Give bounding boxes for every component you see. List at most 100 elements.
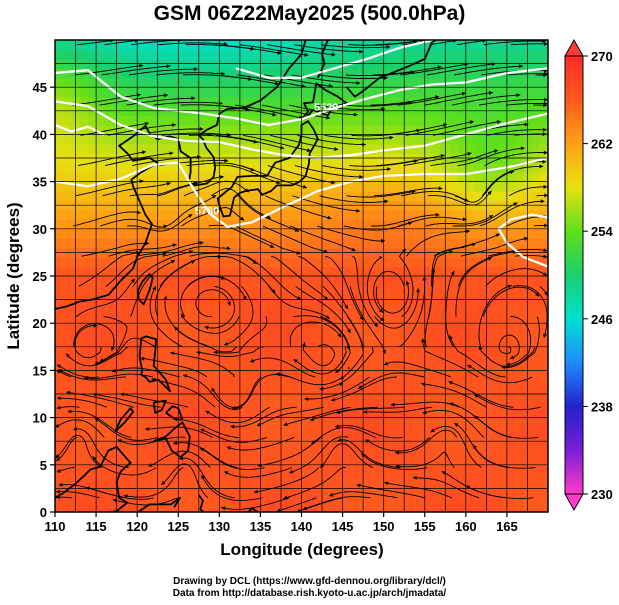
field-cell <box>301 238 311 249</box>
streamline-arrow <box>145 427 149 431</box>
field-cell <box>465 379 475 390</box>
field-cell <box>416 228 426 239</box>
y-tick-label: 10 <box>33 411 47 426</box>
field-cell <box>490 285 500 296</box>
field-cell <box>367 332 377 343</box>
field-cell <box>383 464 393 475</box>
field-cell <box>268 257 278 268</box>
streamline-arrow <box>304 397 309 401</box>
y-tick-label: 30 <box>33 222 47 237</box>
field-cell <box>465 124 475 135</box>
field-cell <box>243 77 253 88</box>
field-cell <box>367 398 377 409</box>
field-cell <box>219 398 229 409</box>
field-cell <box>506 124 516 135</box>
field-cell <box>79 124 89 135</box>
field-cell <box>170 87 179 98</box>
field-cell <box>350 455 360 466</box>
field-cell <box>252 40 262 51</box>
field-cell <box>128 40 138 51</box>
streamline-arrow <box>506 362 510 367</box>
field-cell <box>474 49 483 60</box>
field-cell <box>202 257 212 268</box>
field-cell <box>87 209 97 220</box>
field-cell <box>432 304 442 315</box>
field-cell <box>120 455 130 466</box>
streamline-arrow <box>56 495 60 500</box>
streamline-arrow <box>336 410 341 415</box>
field-cell <box>350 304 360 315</box>
field-cell <box>326 124 335 135</box>
field-cell <box>342 445 352 456</box>
field-cell <box>490 351 500 362</box>
field-cell <box>285 49 294 60</box>
field-cell <box>79 379 89 390</box>
field-cell <box>342 238 352 249</box>
field-cell <box>350 276 360 287</box>
field-cell <box>243 474 253 485</box>
streamline <box>56 491 100 499</box>
field-cell <box>202 228 212 239</box>
coastline <box>55 465 101 499</box>
streamline-arrow <box>520 146 525 151</box>
field-cell <box>457 379 467 390</box>
field-cell <box>375 68 385 79</box>
field-cell <box>367 417 377 428</box>
field-cell <box>252 427 262 438</box>
field-cell <box>293 77 303 88</box>
streamline <box>302 496 371 510</box>
field-cell <box>375 379 385 390</box>
streamline <box>294 44 363 53</box>
field-cell <box>408 464 418 475</box>
field-cell <box>63 181 73 192</box>
field-cell <box>87 134 97 145</box>
field-cell <box>55 276 64 287</box>
field-cell <box>285 266 294 277</box>
field-cell <box>137 304 146 315</box>
field-cell <box>170 228 179 239</box>
field-cell <box>457 464 467 475</box>
streamline <box>85 486 154 500</box>
streamline <box>200 428 268 443</box>
field-cell <box>243 124 253 135</box>
streamline-arrow <box>213 350 218 355</box>
field-cell <box>128 351 138 362</box>
field-cell <box>128 87 138 98</box>
field-cell <box>219 360 229 371</box>
field-cell <box>252 370 262 381</box>
field-cell <box>416 49 426 60</box>
colorbar-tick-label: 230 <box>591 487 613 502</box>
field-cell <box>161 257 171 268</box>
field-cell <box>120 332 130 343</box>
field-cell <box>326 398 335 409</box>
field-cell <box>367 124 377 135</box>
field-cell <box>326 77 335 88</box>
field-cell <box>79 417 89 428</box>
field-cell <box>145 351 155 362</box>
field-cell <box>515 379 524 390</box>
field-cell <box>227 134 237 145</box>
field-cell <box>87 143 97 154</box>
field-cell <box>326 191 335 202</box>
field-cell <box>449 257 459 268</box>
streamline-arrow <box>56 457 61 461</box>
streamline-arrow <box>324 296 329 301</box>
streamline <box>297 134 366 146</box>
field-cell <box>252 115 262 126</box>
field-cell <box>268 445 278 456</box>
streamline <box>92 456 157 476</box>
field-cell <box>539 360 548 371</box>
field-cell <box>186 313 196 324</box>
field-cell <box>79 143 89 154</box>
field-cell <box>375 96 385 107</box>
field-cell <box>490 398 500 409</box>
field-cell <box>260 474 270 485</box>
field-cell <box>137 181 146 192</box>
field-cell <box>301 266 311 277</box>
field-cell <box>457 257 467 268</box>
field-cell <box>170 40 179 51</box>
field-cell <box>186 68 196 79</box>
streamline-arrow <box>283 495 288 500</box>
field-cell <box>539 370 548 381</box>
field-cell <box>383 417 393 428</box>
